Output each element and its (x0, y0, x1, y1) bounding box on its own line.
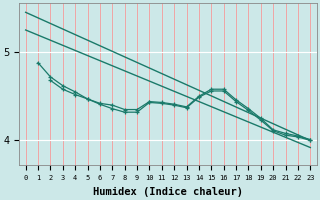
X-axis label: Humidex (Indice chaleur): Humidex (Indice chaleur) (93, 186, 243, 197)
